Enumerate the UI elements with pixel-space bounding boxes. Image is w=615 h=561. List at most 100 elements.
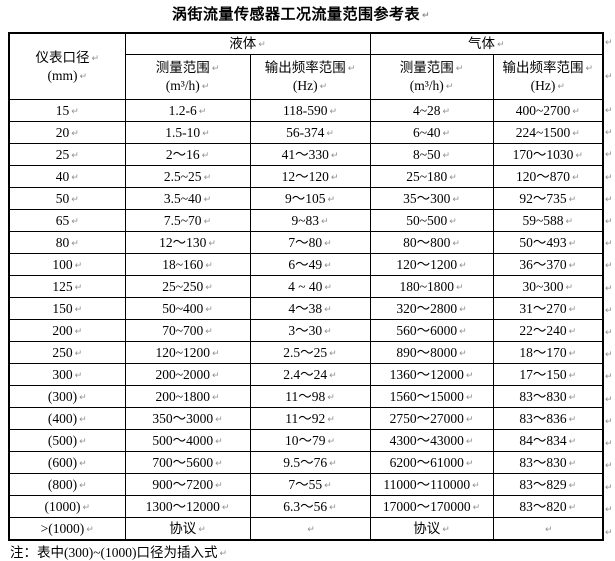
cell-text: 9～105	[285, 191, 335, 206]
cell-gas-freq: 400~2700	[492, 99, 604, 122]
cell-liquid-range: 120~1200	[124, 341, 251, 364]
paragraph-mark-icon: ↵	[605, 416, 613, 427]
cell-gas-freq: 22～240	[492, 319, 604, 342]
cell-gas-freq: 83～829	[492, 473, 604, 496]
cell-text: 83～820	[519, 499, 576, 514]
paragraph-mark-icon: ↵	[605, 38, 613, 48]
cell-liquid-freq: 6.3～56	[249, 495, 371, 518]
cell-liquid-freq: 9.5～76	[249, 451, 371, 474]
cell-text: 200~2000	[155, 367, 219, 382]
cell-text: 2.4～24	[283, 367, 336, 382]
cell-text: 9~83	[291, 213, 328, 228]
cell-text: 92～735	[519, 191, 576, 206]
header-liquid-freq-unit: (Hz)	[251, 77, 369, 95]
cell-gas-freq: 84～834	[492, 429, 604, 452]
cell-gas-range: 180~1800	[369, 275, 494, 298]
cell-text: 200~1800	[155, 389, 219, 404]
header-group-liquid: 液体	[124, 32, 371, 55]
table-row: >(1000) 协议 协议	[8, 517, 604, 541]
cell-text: >(1000)	[41, 521, 94, 536]
cell-diameter: 150	[8, 297, 126, 320]
page-title: 涡街流量传感器工况流量范围参考表	[0, 3, 602, 24]
cell-text: 120～1200	[396, 257, 466, 272]
cell-text: (600)	[48, 455, 87, 470]
cell-text: 560～6000	[396, 323, 466, 338]
cell-diameter: (800)	[8, 473, 126, 496]
cell-diameter: 40	[8, 165, 126, 188]
cell-text: 11000～110000	[383, 477, 479, 492]
cell-text: 56-374	[286, 125, 334, 140]
cell-text: 11～92	[285, 411, 335, 426]
table-row: 300 200~2000 2.4～24 1360～12000 17～150	[8, 363, 604, 386]
cell-text	[305, 521, 315, 536]
cell-text: 320～2800	[396, 301, 466, 316]
cell-text: (800)	[48, 477, 87, 492]
cell-liquid-freq: 9~83	[249, 209, 371, 232]
paragraph-mark-icon: ↵	[605, 483, 613, 494]
cell-diameter: 80	[8, 231, 126, 254]
cell-text: 22～240	[519, 323, 576, 338]
paragraph-mark-icon: ↵	[605, 327, 613, 338]
cell-text: 2.5~25	[164, 169, 211, 184]
cell-text: 25~180	[406, 169, 457, 184]
cell-diameter: 300	[8, 363, 126, 386]
cell-diameter: (1000)	[8, 495, 126, 518]
cell-liquid-range: 200~1800	[124, 385, 251, 408]
cell-gas-range: 6~40	[369, 121, 494, 144]
cell-text: 协议	[169, 521, 206, 536]
cell-text: 150	[52, 301, 82, 316]
cell-liquid-freq: 4 ~ 40	[249, 275, 371, 298]
cell-gas-range: 8~50	[369, 143, 494, 166]
cell-gas-range: 协议	[369, 517, 494, 541]
header-gas-range-label: 测量范围	[371, 59, 492, 77]
cell-text: 100	[52, 257, 82, 272]
cell-text: 83～830	[519, 389, 576, 404]
paragraph-mark-icon: ↵	[605, 305, 613, 316]
cell-text: 2～16	[166, 147, 209, 162]
cell-text: 83～829	[519, 477, 576, 492]
cell-text: 70~700	[162, 323, 213, 338]
cell-gas-freq: 83～836	[492, 407, 604, 430]
header-gas-freq: 输出频率范围 (Hz)	[492, 54, 604, 100]
table-row: (600) 700～5600 9.5～76 6200～61000 83～830	[8, 451, 604, 474]
header-row-columns: 测量范围 (m³/h) 输出频率范围 (Hz) 测量范围 (m³/h) 输出频率…	[9, 54, 604, 100]
header-diameter-label: 仪表口径	[10, 49, 124, 67]
cell-text: 700～5600	[152, 455, 222, 470]
cell-gas-range: 6200～61000	[369, 451, 494, 474]
cell-gas-range: 1360～12000	[369, 363, 494, 386]
cell-gas-range: 1560～15000	[369, 385, 494, 408]
cell-text: 1300～12000	[146, 499, 230, 514]
cell-gas-freq: 59~588	[492, 209, 604, 232]
table-row: 250 120~1200 2.5～25 890～8000 18～170	[8, 341, 604, 364]
cell-liquid-freq	[249, 517, 371, 541]
header-group-gas-label: 气体	[468, 36, 505, 51]
cell-text: 50~400	[162, 301, 213, 316]
cell-text: 6~40	[413, 125, 450, 140]
cell-gas-range: 890～8000	[369, 341, 494, 364]
paragraph-mark-icon: ↵	[605, 461, 613, 472]
table-row: 40 2.5~25 12～120 25~180 120～870	[8, 165, 604, 188]
cell-gas-range: 120～1200	[369, 253, 494, 276]
cell-text: 25~250	[162, 279, 213, 294]
table-header: 仪表口径 (mm) 液体 气体 测量范围 (m³/h) 输出频率范围 (Hz) …	[8, 32, 604, 100]
cell-diameter: (400)	[8, 407, 126, 430]
cell-gas-freq: 83～830	[492, 451, 604, 474]
cell-diameter: (500)	[8, 429, 126, 452]
cell-text: 224~1500	[516, 125, 580, 140]
cell-gas-freq: 83～830	[492, 385, 604, 408]
table-row: 65 7.5~70 9~83 50~500 59~588	[8, 209, 604, 232]
cell-text: 4～38	[288, 301, 331, 316]
cell-liquid-freq: 6～49	[249, 253, 371, 276]
cell-gas-range: 50~500	[369, 209, 494, 232]
cell-text: 3.5~40	[164, 191, 211, 206]
cell-text: 1360～12000	[390, 367, 474, 382]
paragraph-mark-icon: ↵	[605, 372, 613, 383]
cell-text: 350～3000	[152, 411, 222, 426]
cell-text: 4~28	[413, 103, 450, 118]
cell-diameter: 250	[8, 341, 126, 364]
cell-text: 20	[56, 125, 79, 140]
cell-liquid-range: 350～3000	[124, 407, 251, 430]
table-row: 150 50~400 4～38 320～2800 31～270	[8, 297, 604, 320]
cell-liquid-range: 50~400	[124, 297, 251, 320]
